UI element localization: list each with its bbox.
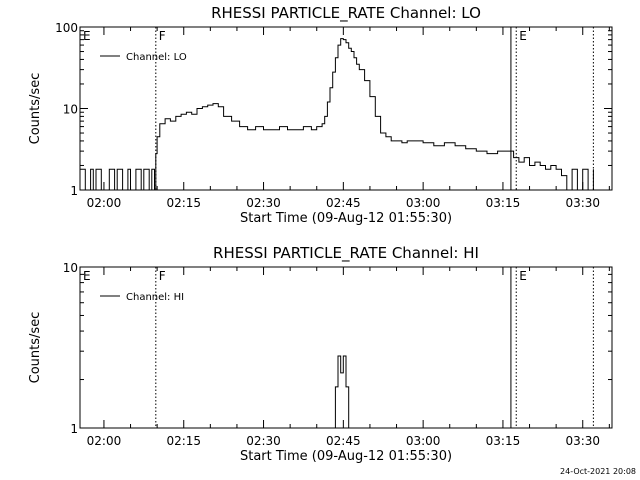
- annotation-label: E: [519, 29, 527, 43]
- y-axis-label: Counts/sec: [28, 312, 43, 384]
- x-tick-label: 02:30: [246, 196, 281, 210]
- x-tick-label: 03:15: [486, 196, 521, 210]
- annotation-label: F: [159, 29, 166, 43]
- x-tick-label: 02:15: [166, 434, 201, 448]
- x-tick-label: 03:15: [486, 434, 521, 448]
- y-tick-label: 100: [55, 21, 78, 35]
- chart-title: RHESSI PARTICLE_RATE Channel: HI: [213, 244, 479, 263]
- annotation-label: E: [83, 29, 91, 43]
- y-tick-label: 1: [70, 184, 78, 198]
- x-tick-label: 02:00: [87, 196, 122, 210]
- legend-label: Channel: HI: [126, 292, 184, 303]
- annotation-label: F: [159, 269, 166, 283]
- x-tick-label: 03:30: [565, 434, 600, 448]
- x-axis-label: Start Time (09-Aug-12 01:55:30): [240, 211, 452, 226]
- x-tick-label: 03:00: [406, 196, 441, 210]
- x-tick-label: 03:00: [406, 434, 441, 448]
- annotation-label: E: [83, 269, 91, 283]
- x-tick-label: 02:45: [326, 434, 361, 448]
- panel-1: RHESSI PARTICLE_RATE Channel: LO 1 10 100 02…: [28, 4, 613, 226]
- x-tick-label: 03:30: [565, 196, 600, 210]
- x-tick-label: 02:00: [87, 434, 122, 448]
- x-tick-label: 02:15: [166, 196, 201, 210]
- panel-2: RHESSI PARTICLE_RATE Channel: HI 1 10 02:00…: [28, 244, 613, 464]
- plot-frame: [79, 266, 613, 429]
- y-tick-label: 1: [70, 422, 78, 436]
- plot-timestamp: 24-Oct-2021 20:08: [560, 467, 636, 476]
- y-tick-label: 10: [63, 103, 78, 117]
- chart-title: RHESSI PARTICLE_RATE Channel: LO: [211, 4, 481, 23]
- y-tick-label: 10: [63, 261, 78, 275]
- x-axis-label: Start Time (09-Aug-12 01:55:30): [240, 449, 452, 464]
- series-line: [80, 355, 612, 429]
- x-tick-label: 02:30: [246, 434, 281, 448]
- x-tick-label: 02:45: [326, 196, 361, 210]
- annotation-label: E: [519, 269, 527, 283]
- series-line: [80, 38, 594, 191]
- legend-label: Channel: LO: [126, 52, 187, 63]
- y-axis-label: Counts/sec: [28, 73, 43, 145]
